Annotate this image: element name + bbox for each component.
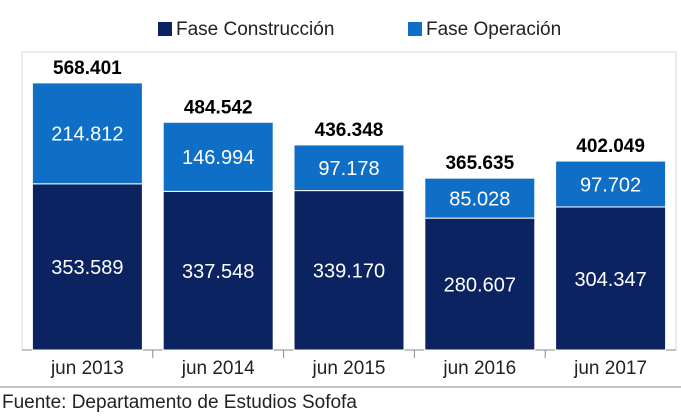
bar-segment <box>424 217 536 351</box>
legend-swatch <box>158 22 172 36</box>
value-label: 353.589 <box>51 257 123 279</box>
value-label: 146.994 <box>182 147 254 169</box>
value-label: 304.347 <box>574 269 646 291</box>
legend-swatch <box>408 22 422 36</box>
total-label: 436.348 <box>315 120 384 141</box>
value-label: 214.812 <box>51 124 123 146</box>
value-label: 337.548 <box>182 261 254 283</box>
bar-segment <box>293 144 405 192</box>
legend-label: Fase Operación <box>426 19 561 40</box>
value-label: 85.028 <box>449 188 510 210</box>
x-tick-label: jun 2013 <box>50 358 124 379</box>
x-tick-label: jun 2014 <box>181 358 255 379</box>
bar-segment <box>293 190 405 351</box>
total-label: 484.542 <box>184 97 253 118</box>
bar-segment <box>162 190 274 351</box>
total-label: 402.049 <box>576 136 645 157</box>
total-label: 365.635 <box>445 153 514 174</box>
source: Fuente: Departamento de Estudios Sofofa <box>2 392 357 413</box>
bar-segment <box>162 121 274 192</box>
bar-segment <box>555 206 667 351</box>
bar-segment <box>555 160 667 208</box>
bar-segment <box>424 177 536 219</box>
total-label: 568.401 <box>53 58 122 79</box>
value-label: 97.178 <box>318 158 379 180</box>
legend-label: Fase Construcción <box>176 19 334 40</box>
value-label: 280.607 <box>444 274 516 296</box>
bar-segment <box>31 82 143 185</box>
x-tick-label: jun 2017 <box>573 358 647 379</box>
value-label: 97.702 <box>580 174 641 196</box>
x-tick-label: jun 2015 <box>312 358 386 379</box>
x-tick-label: jun 2016 <box>442 358 516 379</box>
value-label: 339.170 <box>313 261 385 283</box>
